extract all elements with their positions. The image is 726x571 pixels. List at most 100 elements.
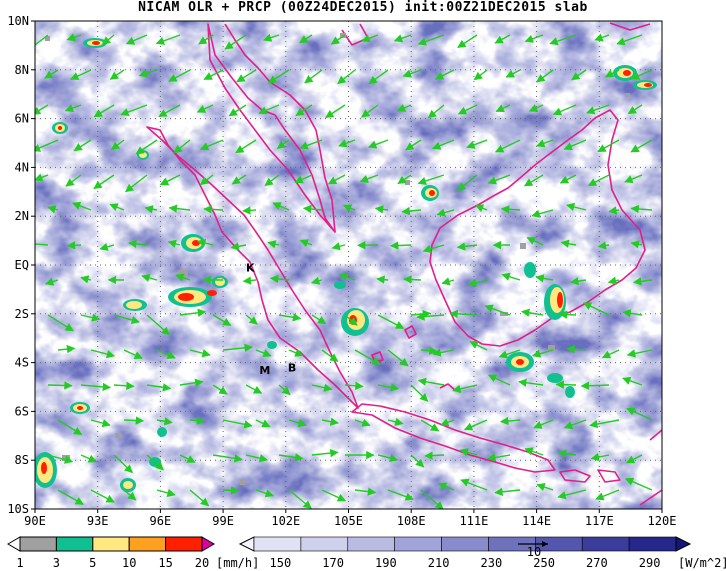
- wind-arrow: [189, 349, 211, 358]
- wind-arrow: [536, 483, 554, 492]
- wind-arrow: [494, 487, 521, 497]
- wind-arrow: [299, 239, 313, 248]
- olr-field: [35, 21, 662, 509]
- wind-arrow: [377, 383, 400, 392]
- wind-arrow: [387, 489, 414, 501]
- wind-arrow: [198, 34, 214, 45]
- wind-arrow: [228, 104, 247, 117]
- wind-arrow: [549, 34, 577, 46]
- wind-arrow: [607, 276, 620, 285]
- map-title: NICAM OLR + PRCP (00Z24DEC2015) init:00Z…: [138, 0, 588, 15]
- lon-label: 117E: [585, 514, 614, 528]
- wind-arrow: [555, 380, 577, 389]
- wind-arrow: [457, 34, 478, 49]
- wind-arrow: [376, 275, 389, 284]
- wind-arrow: [90, 489, 115, 503]
- wind-arrow: [203, 69, 224, 81]
- wind-arrow: [460, 478, 488, 491]
- precip-tick-label: 5: [89, 556, 96, 570]
- wind-arrow: [35, 239, 49, 249]
- wind-arrow: [175, 273, 191, 282]
- lat-label: 10S: [7, 502, 29, 516]
- wind-arrow: [321, 489, 347, 502]
- wind-arrow: [156, 349, 176, 359]
- wind-arrow: [128, 239, 148, 249]
- wind-arrow: [64, 104, 82, 113]
- lon-label: 108E: [397, 514, 426, 528]
- wind-arrow: [124, 174, 148, 193]
- wind-arrow: [255, 419, 271, 428]
- wind-arrow: [402, 69, 422, 78]
- wind-arrow: [71, 201, 92, 211]
- wind-arrow: [500, 205, 521, 214]
- wind-arrow: [354, 418, 371, 427]
- lat-label: 8N: [15, 63, 29, 77]
- lat-label: 2N: [15, 209, 29, 223]
- wind-arrow: [311, 448, 339, 458]
- lat-label: 4S: [15, 356, 29, 370]
- wind-arrow: [44, 69, 59, 79]
- wind-arrow: [457, 104, 478, 115]
- wind-arrow: [630, 240, 643, 249]
- lat-label: EQ: [15, 258, 29, 272]
- wind-arrow: [338, 273, 356, 281]
- wind-arrow: [344, 381, 364, 391]
- wind-arrow: [125, 34, 148, 45]
- longitude-labels: 90E 93E 96E 99E 102E 105E 108E 111E 114E 117E 120E: [24, 509, 676, 528]
- station-markers: K M B: [246, 261, 296, 376]
- wind-arrow: [387, 349, 409, 367]
- lon-label: 93E: [87, 514, 109, 528]
- wind-arrow: [558, 310, 577, 319]
- wind-arrow: [73, 139, 92, 152]
- precip-tick-label: 15: [158, 556, 172, 570]
- wind-arrow: [432, 139, 455, 150]
- lon-label: 99E: [212, 514, 234, 528]
- wind-arrow: [608, 206, 620, 215]
- wind-arrow: [410, 454, 425, 468]
- wind-arrow: [65, 174, 82, 187]
- olr-tick-label: 190: [375, 556, 397, 570]
- wind-arrow: [146, 314, 170, 336]
- wind-arrow: [417, 34, 445, 46]
- wind-arrow: [35, 34, 49, 52]
- wind-arrow: [466, 139, 488, 149]
- wind-arrow: [420, 489, 444, 509]
- lon-label: 90E: [24, 514, 46, 528]
- station-marker: B: [288, 361, 296, 374]
- wind-arrow: [230, 242, 247, 251]
- wind-arrow: [633, 277, 653, 286]
- wind-arrow: [138, 69, 158, 78]
- wind-arrow: [47, 314, 74, 332]
- wind-arrow: [531, 209, 554, 218]
- wind-arrow: [393, 34, 412, 43]
- wind-arrow: [597, 241, 610, 250]
- wind-arrow: [354, 349, 381, 365]
- wind-arrow: [417, 174, 445, 186]
- wind-arrow: [417, 377, 445, 386]
- wind-arrow: [93, 104, 115, 118]
- wind-arrow: [236, 69, 257, 83]
- wind-arrow: [109, 203, 125, 212]
- wind-arrow: [566, 345, 587, 354]
- wind-arrow: [532, 349, 554, 358]
- wind-arrow: [359, 174, 379, 183]
- wind-arrow: [505, 69, 521, 78]
- wind-arrow: [311, 276, 323, 285]
- wind-arrow: [278, 313, 302, 322]
- wind-arrow: [589, 419, 620, 429]
- wind-arrow: [144, 205, 158, 214]
- wind-arrow: [405, 139, 422, 151]
- wind-arrow: [452, 384, 478, 393]
- wind-arrow: [565, 202, 587, 212]
- wind-arrow: [299, 139, 323, 150]
- wind-arrow: [224, 34, 247, 50]
- wind-arrow: [594, 33, 610, 42]
- wind-arrow: [173, 139, 191, 154]
- wind-arrow: [120, 104, 148, 116]
- wind-arrow: [262, 33, 280, 42]
- wind-arrow: [109, 69, 125, 80]
- wind-arrow: [168, 204, 191, 213]
- wind-arrow: [321, 417, 339, 426]
- wind-arrow: [424, 451, 445, 460]
- wind-arrow: [123, 416, 145, 425]
